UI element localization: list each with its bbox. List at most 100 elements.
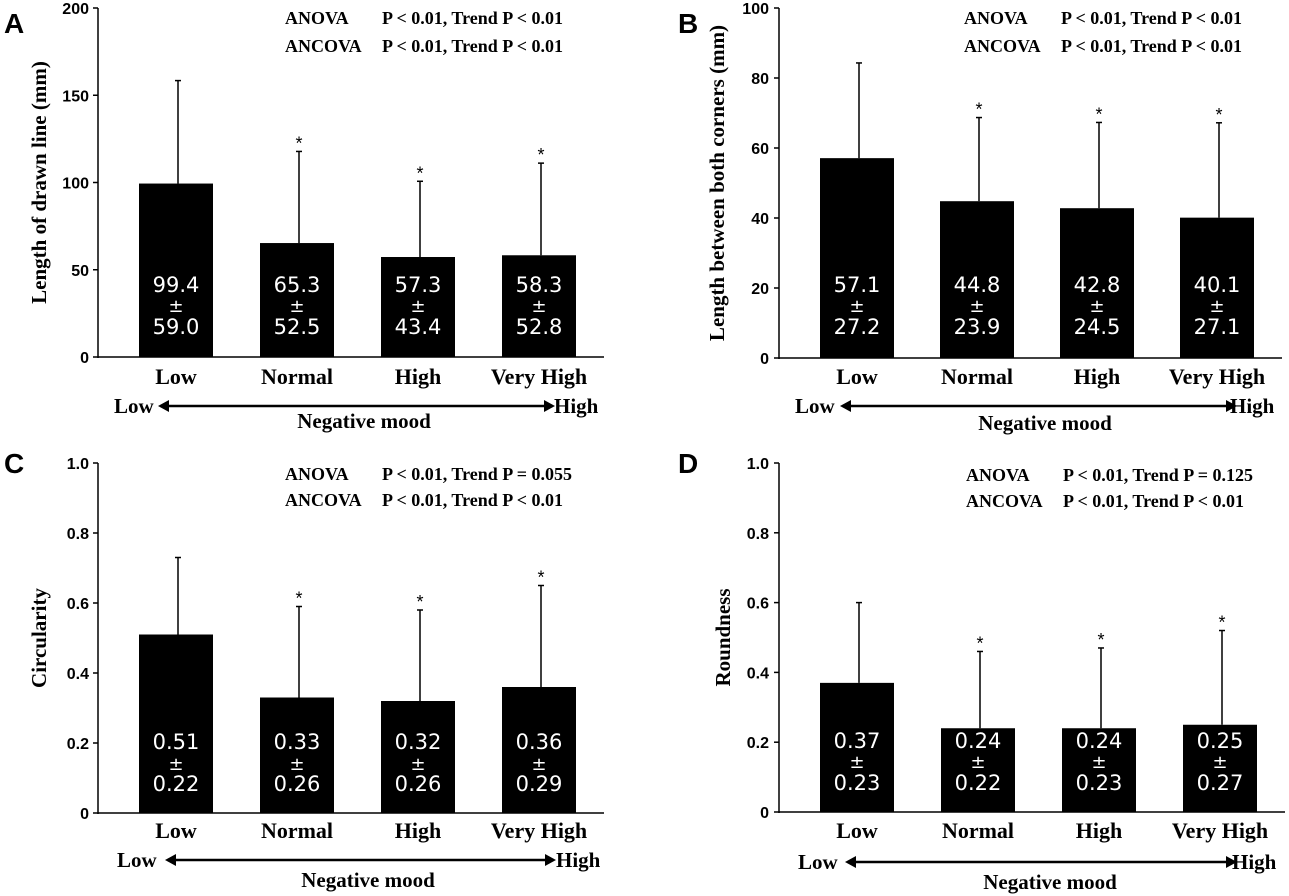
y-tick-label: 0.2 [67, 736, 89, 753]
bar-pm-label: ± [970, 752, 985, 773]
bar-mean-label: 42.8 [1074, 273, 1121, 297]
arrow-left-icon [158, 400, 169, 412]
bar-mean-label: 0.25 [1197, 729, 1244, 753]
significance-marker: * [1097, 630, 1104, 650]
panel-letter: D [678, 448, 698, 479]
bar-pm-label: ± [969, 296, 984, 317]
bar-mean-label: 57.1 [834, 273, 881, 297]
bar-mean-label: 40.1 [1194, 273, 1241, 297]
category-label: High [395, 364, 441, 389]
bar-sd-label: 52.8 [516, 315, 563, 339]
bar-high [381, 701, 455, 813]
bar-sd-label: 27.1 [1194, 315, 1241, 339]
bar-sd-label: 59.0 [153, 315, 200, 339]
y-tick-label: 0.6 [67, 596, 89, 613]
arrow-high-label: High [554, 394, 599, 418]
arrow-right-icon [544, 400, 555, 412]
y-axis-label: Circularity [27, 588, 51, 688]
y-tick-label: 100 [62, 176, 89, 193]
category-label: Very High [491, 818, 587, 843]
bar-very-high [502, 255, 576, 357]
bar-mean-label: 0.24 [955, 729, 1002, 753]
stat-test-label: ANOVA [964, 8, 1028, 28]
significance-marker: * [537, 568, 544, 588]
y-tick-label: 100 [742, 1, 769, 18]
bar-low [820, 158, 894, 358]
bar-very-high [502, 687, 576, 813]
bar-pm-label: ± [1212, 752, 1227, 773]
chart-panel-a: A 0 50 100 150 200 Length of drawn line (mm) 99… [4, 1, 604, 433]
y-tick-label: 50 [71, 263, 89, 280]
x-axis-label: Negative mood [301, 868, 435, 892]
bar-normal [260, 243, 334, 357]
arrow-right-icon [1226, 856, 1237, 868]
bar-high [1060, 208, 1134, 358]
arrow-right-icon [1226, 400, 1237, 412]
y-axis-label: Roundness [711, 588, 735, 686]
stat-result-label: P < 0.01, Trend P < 0.01 [382, 36, 563, 56]
stat-test-label: ANCOVA [285, 36, 362, 56]
x-axis-label: Negative mood [978, 411, 1112, 435]
x-axis-label: Negative mood [983, 870, 1117, 894]
stat-test-label: ANOVA [285, 8, 349, 28]
y-tick-label: 0 [760, 805, 769, 822]
y-axis-label: Length of drawn line (mm) [27, 61, 51, 304]
arrow-low-label: Low [795, 394, 836, 418]
bar-pm-label: ± [168, 754, 183, 775]
category-label: Low [155, 818, 197, 843]
y-tick-label: 1.0 [67, 456, 89, 473]
arrow-high-label: High [1232, 850, 1277, 874]
category-label: Normal [261, 364, 333, 389]
bar-pm-label: ± [289, 754, 304, 775]
y-tick-label: 0.8 [67, 526, 89, 543]
bar-sd-label: 23.9 [954, 315, 1001, 339]
panel-letter: C [4, 448, 24, 479]
bar-normal [260, 697, 334, 813]
bar-very-high [1183, 724, 1257, 812]
significance-marker: * [1095, 104, 1102, 124]
bar-mean-label: 0.33 [274, 730, 321, 754]
bar-low [139, 634, 213, 813]
y-tick-label: 200 [62, 1, 89, 18]
category-label: Low [836, 818, 878, 843]
arrow-low-label: Low [117, 848, 158, 872]
stat-result-label: P < 0.01, Trend P = 0.055 [382, 464, 572, 484]
bar-low [820, 682, 894, 812]
y-tick-label: 0 [80, 806, 89, 823]
category-label: Normal [941, 364, 1013, 389]
bar-sd-label: 0.23 [834, 771, 881, 795]
bar-very-high [1180, 217, 1254, 358]
bar-high [1062, 728, 1136, 812]
bar-pm-label: ± [1089, 296, 1104, 317]
category-label: Very High [1172, 818, 1268, 843]
bar-mean-label: 0.37 [834, 729, 881, 753]
bar-pm-label: ± [849, 296, 864, 317]
bar-pm-label: ± [1209, 296, 1224, 317]
arrow-left-icon [845, 856, 856, 868]
stat-test-label: ANOVA [285, 464, 349, 484]
arrow-high-label: High [556, 848, 601, 872]
chart-panel-c: C00.20.40.60.81.0Circularity0.51±0.22Low… [4, 448, 604, 892]
y-tick-label: 0.4 [67, 666, 89, 683]
category-label: Normal [261, 818, 333, 843]
category-label: High [1074, 364, 1120, 389]
chart-panel-d: D00.20.40.60.81.0Roundness0.37±0.23Low*0… [678, 448, 1285, 894]
category-label: Normal [942, 818, 1014, 843]
bar-mean-label: 99.4 [153, 273, 200, 297]
category-label: Low [836, 364, 878, 389]
stat-result-label: P < 0.01, Trend P < 0.01 [382, 8, 563, 28]
bar-pm-label: ± [168, 296, 183, 317]
stat-result-label: P < 0.01, Trend P < 0.01 [382, 490, 563, 510]
bar-sd-label: 0.22 [153, 772, 200, 796]
y-tick-label: 20 [751, 281, 769, 298]
bar-pm-label: ± [410, 296, 425, 317]
bar-sd-label: 0.22 [955, 771, 1002, 795]
stat-test-label: ANCOVA [966, 491, 1043, 511]
y-tick-label: 0.6 [747, 596, 769, 613]
y-tick-label: 40 [751, 211, 769, 228]
bar-normal [940, 201, 1014, 358]
significance-marker: * [1218, 613, 1225, 633]
significance-marker: * [416, 163, 423, 183]
arrow-left-icon [840, 400, 851, 412]
